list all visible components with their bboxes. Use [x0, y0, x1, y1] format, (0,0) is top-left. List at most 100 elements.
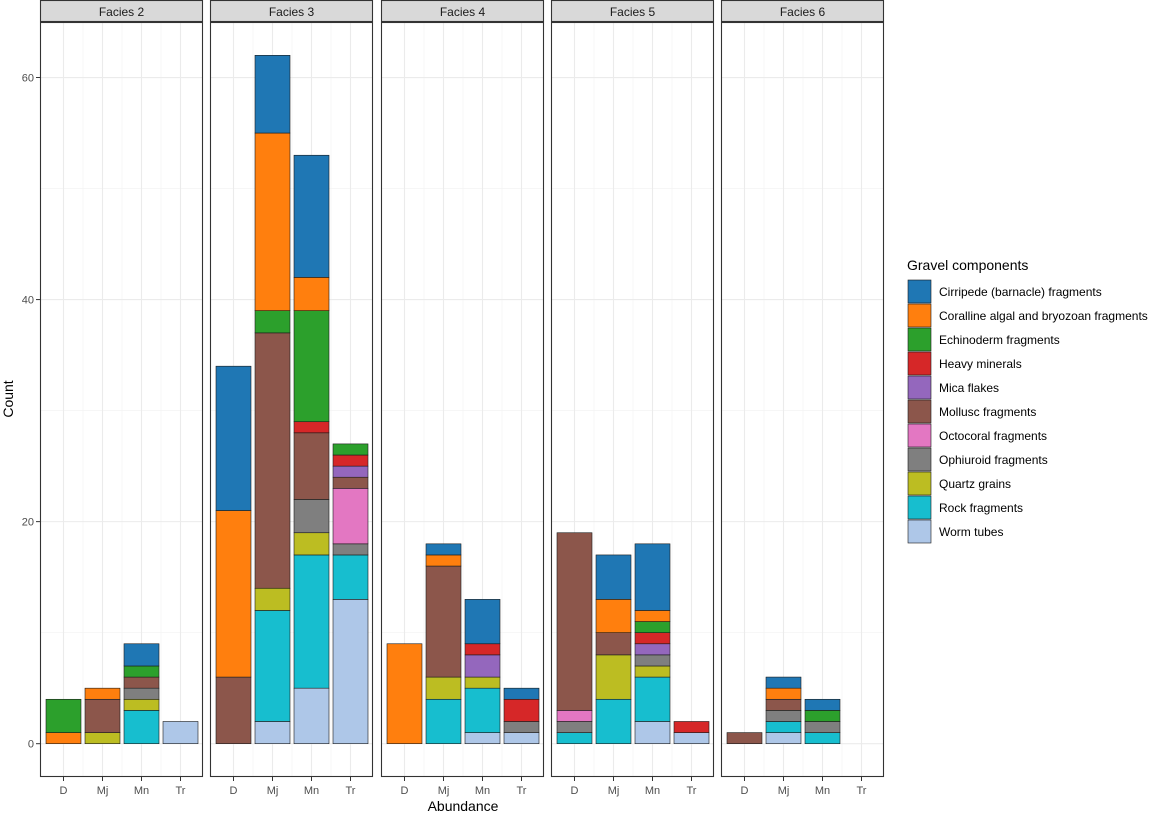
bar-segment — [332, 443, 369, 456]
bar-segment — [293, 154, 330, 278]
legend-label: Worm tubes — [939, 525, 1003, 539]
x-tick-label: D — [741, 785, 749, 797]
legend-swatch — [907, 351, 932, 376]
legend-label: Ophiuroid fragments — [939, 453, 1048, 467]
legend-label: Heavy minerals — [939, 357, 1022, 371]
legend-label: Quartz grains — [939, 477, 1011, 491]
facet-title: Facies 2 — [99, 5, 145, 19]
x-tick-label: Mj — [778, 785, 790, 797]
facet-strip — [209, 0, 374, 23]
bar-segment — [215, 365, 252, 511]
bar-segment — [673, 721, 710, 733]
bar-segment — [464, 676, 501, 689]
bar-segment — [215, 676, 252, 744]
legend-item: Cirripede (barnacle) fragments — [907, 279, 1102, 304]
panel-border — [720, 21, 885, 778]
legend-label: Echinoderm fragments — [939, 333, 1060, 347]
bar-segment — [726, 732, 763, 744]
legend-label: Rock fragments — [939, 501, 1023, 515]
legend-item: Ophiuroid fragments — [907, 447, 1048, 472]
bar-segment — [425, 543, 462, 556]
bar-segment — [123, 687, 160, 700]
bar-segment — [293, 432, 330, 500]
bar-segment — [293, 421, 330, 434]
facet-title: Facies 5 — [610, 5, 656, 19]
bar-segment — [332, 476, 369, 489]
bar-segment — [123, 710, 160, 744]
bar-segment — [123, 643, 160, 667]
bar-segment — [503, 687, 540, 700]
legend-item: Octocoral fragments — [907, 423, 1047, 448]
legend-item: Worm tubes — [907, 519, 1003, 544]
facet-title: Facies 6 — [780, 5, 826, 19]
bar-segment — [293, 554, 330, 689]
legend-title: Gravel components — [907, 257, 1028, 273]
bar-segment — [804, 698, 841, 711]
bar-segment — [634, 543, 671, 611]
bar-segment — [254, 55, 291, 134]
x-tick-label: Mj — [608, 785, 620, 797]
bar-segment — [765, 676, 802, 689]
bar-segment — [634, 610, 671, 622]
bar-segment — [556, 532, 593, 711]
facet-panels: Facies 2 D Mj Mn Tr Facies 3 D Mj Mn Tr Facies 4 D M… — [39, 0, 885, 797]
bar-segment — [254, 587, 291, 611]
legend-label: Coralline algal and bryozoan fragments — [939, 309, 1148, 323]
x-tick-label: Tr — [517, 785, 527, 797]
bar-segment — [765, 721, 802, 733]
bar-segment — [634, 665, 671, 678]
bar-segment — [634, 621, 671, 633]
facet-panel: Facies 4 D Mj Mn Tr — [380, 0, 545, 797]
legend-swatch — [907, 423, 932, 448]
legend-item: Rock fragments — [907, 495, 1023, 520]
bar-segment — [84, 732, 121, 744]
panel-border — [550, 21, 715, 778]
x-tick-label: Tr — [346, 785, 356, 797]
legend: Gravel components Cirripede (barnacle) f… — [907, 257, 1148, 544]
bar-segment — [464, 732, 501, 744]
bar-segment — [595, 599, 632, 633]
x-tick-label: D — [571, 785, 579, 797]
bar-segment — [804, 721, 841, 733]
bar-segment — [332, 599, 369, 744]
bar-segment — [425, 698, 462, 744]
legend-label: Mica flakes — [939, 381, 999, 395]
x-axis-title: Abundance — [428, 798, 499, 814]
panel-border — [380, 21, 545, 778]
bar-segment — [45, 698, 82, 733]
y-tick-label: 40 — [22, 295, 34, 307]
facet-strip — [550, 0, 715, 23]
bar-segment — [634, 632, 671, 645]
bar-segment — [503, 732, 540, 744]
bar-segment — [765, 732, 802, 744]
legend-swatch — [907, 279, 932, 304]
bar-segment — [332, 543, 369, 556]
x-tick-label: Mn — [475, 785, 490, 797]
x-tick-label: Mj — [97, 785, 109, 797]
facet-title: Facies 4 — [440, 5, 486, 19]
legend-swatch — [907, 303, 932, 328]
bar-segment — [765, 687, 802, 700]
bar-segment — [254, 610, 291, 722]
bar-segment — [804, 710, 841, 722]
x-tick-label: Tr — [857, 785, 867, 797]
bar-segment — [332, 454, 369, 467]
legend-item: Mollusc fragments — [907, 399, 1036, 424]
bar-segment — [425, 676, 462, 700]
y-axis: 0 20 40 60 — [22, 73, 40, 751]
bar-segment — [425, 565, 462, 678]
bar-segment — [425, 554, 462, 567]
legend-item: Heavy minerals — [907, 351, 1022, 376]
bar-segment — [556, 721, 593, 733]
legend-label: Mollusc fragments — [939, 405, 1036, 419]
panel-border — [39, 21, 204, 778]
bar-segment — [332, 554, 369, 600]
bar-segment — [332, 488, 369, 545]
bar-segment — [673, 732, 710, 744]
bar-segment — [293, 277, 330, 311]
x-tick-label: D — [230, 785, 238, 797]
bar-segment — [254, 310, 291, 334]
x-tick-label: Mj — [267, 785, 279, 797]
x-tick-label: D — [60, 785, 68, 797]
